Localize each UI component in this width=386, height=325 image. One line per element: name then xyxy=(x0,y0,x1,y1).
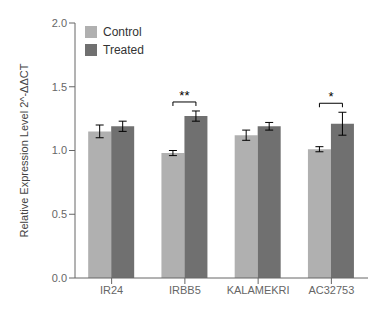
svg-text:0.0: 0.0 xyxy=(52,272,67,284)
svg-text:KALAMEKRI: KALAMEKRI xyxy=(227,284,290,296)
html-text:Treated: Treated xyxy=(103,43,144,57)
svg-text:IR24: IR24 xyxy=(100,284,123,296)
svg-text:IRBB5: IRBB5 xyxy=(169,284,201,296)
svg-text:AC32753: AC32753 xyxy=(308,284,354,296)
svg-text:1.0: 1.0 xyxy=(52,144,67,156)
svg-text:Relative Expression Level 2^-Δ: Relative Expression Level 2^-ΔΔCT xyxy=(18,63,30,237)
svg-text:1.5: 1.5 xyxy=(52,81,67,93)
svg-text:0.5: 0.5 xyxy=(52,208,67,220)
svg-text:*: * xyxy=(328,89,333,104)
html-text:Control: Control xyxy=(103,25,142,39)
svg-text:**: ** xyxy=(179,88,189,103)
svg-text:2.0: 2.0 xyxy=(52,17,67,29)
